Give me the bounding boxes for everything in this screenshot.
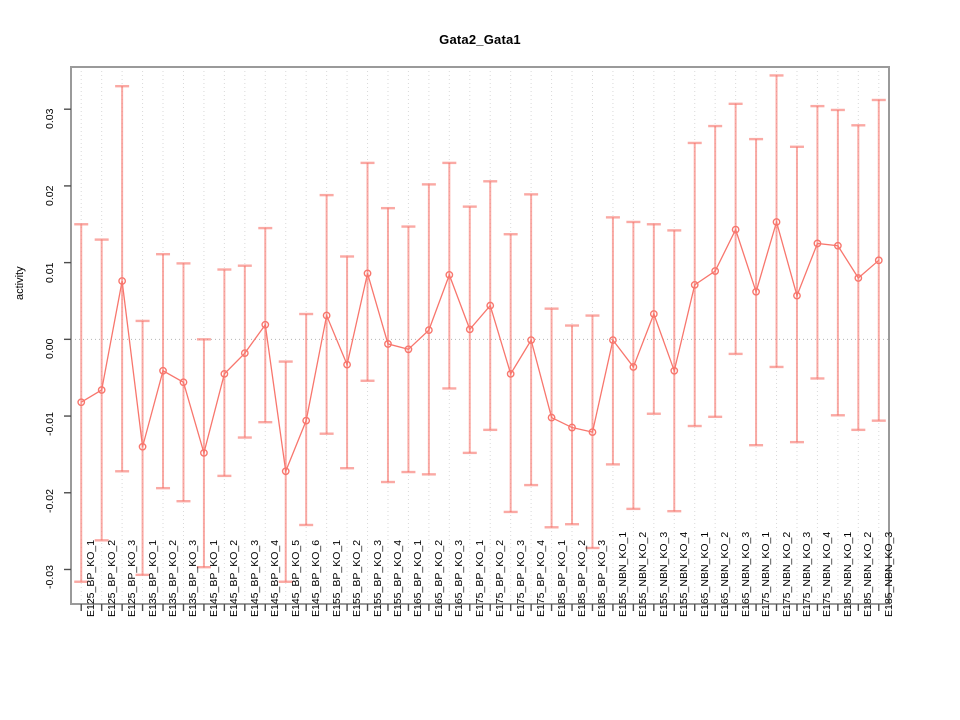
x-tick-label: E175_NBN_KO_4 — [821, 531, 834, 617]
x-tick-label: E135_BP_KO_2 — [167, 539, 180, 617]
x-tick-label: E185_BP_KO_2 — [576, 539, 589, 617]
x-tick-label: E185_NBN_KO_3 — [882, 531, 895, 617]
x-tick-label: E165_NBN_KO_2 — [719, 531, 732, 617]
axis-frame — [70, 66, 890, 605]
x-tick-label: E155_BP_KO_1 — [330, 539, 343, 617]
x-tick-label: E175_BP_KO_1 — [473, 539, 486, 617]
y-tick-label: 0.02 — [44, 185, 56, 206]
x-tick-label: E135_BP_KO_3 — [187, 539, 200, 617]
x-tick-label: E155_NBN_KO_4 — [678, 531, 691, 617]
x-tick-label: E165_NBN_KO_1 — [698, 531, 711, 617]
x-tick-label: E175_NBN_KO_1 — [760, 531, 773, 617]
x-tick-label: E165_NBN_KO_3 — [739, 531, 752, 617]
y-tick-label: -0.03 — [44, 565, 56, 590]
x-tick-label: E155_BP_KO_2 — [351, 539, 364, 617]
gridlines — [80, 67, 880, 604]
y-tick-label: -0.02 — [44, 488, 56, 513]
x-tick-label: E175_BP_KO_4 — [535, 539, 548, 617]
axis-ticks — [64, 108, 880, 611]
y-tick-label: 0.00 — [44, 338, 56, 360]
x-tick-label: E145_BP_KO_3 — [248, 539, 261, 617]
x-tick-label: E165_BP_KO_2 — [432, 539, 445, 617]
x-tick-label: E155_NBN_KO_2 — [637, 531, 650, 617]
x-tick-label: E145_BP_KO_1 — [207, 539, 220, 617]
x-tick-label: E185_BP_KO_3 — [596, 539, 609, 617]
x-tick-label: E125_BP_KO_1 — [85, 539, 98, 617]
y-tick-label: 0.01 — [44, 262, 56, 283]
x-tick-label: E135_BP_KO_1 — [146, 539, 159, 617]
x-tick-label: E185_NBN_KO_1 — [841, 531, 854, 617]
x-tick-label: E185_BP_KO_1 — [555, 539, 568, 617]
x-tick-label: E125_BP_KO_3 — [126, 539, 139, 617]
chart-title: Gata2_Gata1 — [439, 32, 521, 47]
x-tick-label: E185_NBN_KO_2 — [862, 531, 875, 617]
x-tick-label: E145_BP_KO_6 — [310, 539, 323, 617]
y-tick-label: -0.01 — [44, 412, 56, 437]
x-tick-label: E175_NBN_KO_3 — [800, 531, 813, 617]
x-tick-label: E155_BP_KO_4 — [391, 539, 404, 617]
x-tick-label: E155_BP_KO_3 — [371, 539, 384, 617]
data-points-group — [77, 218, 883, 476]
error-bars-group — [74, 74, 886, 583]
x-tick-label: E125_BP_KO_2 — [105, 539, 118, 617]
x-tick-label: E155_NBN_KO_1 — [616, 531, 629, 617]
x-tick-label: E165_BP_KO_1 — [412, 539, 425, 617]
x-tick-label: E145_BP_KO_4 — [269, 539, 282, 617]
x-tick-label: E145_BP_KO_5 — [289, 539, 302, 617]
x-tick-label: E155_NBN_KO_3 — [657, 531, 670, 617]
x-tick-label: E175_BP_KO_3 — [514, 539, 527, 617]
data-line — [80, 219, 880, 474]
x-tick-label: E165_BP_KO_3 — [453, 539, 466, 617]
x-tick-label: E175_BP_KO_2 — [494, 539, 507, 617]
x-tick-label: E175_NBN_KO_2 — [780, 531, 793, 617]
x-tick-label: E145_BP_KO_2 — [228, 539, 241, 617]
y-tick-label: 0.03 — [44, 108, 56, 130]
